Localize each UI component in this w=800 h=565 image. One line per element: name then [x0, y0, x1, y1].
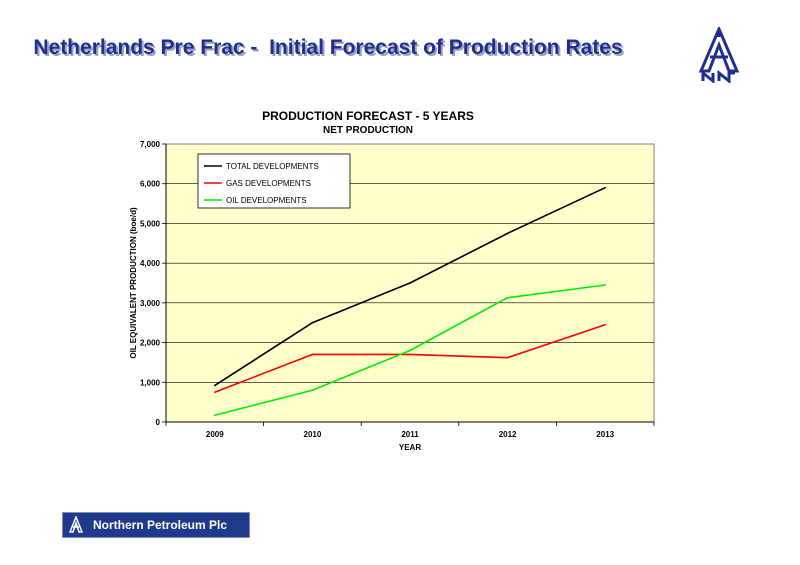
y-tick-label: 2,000 [140, 339, 161, 348]
slide-title: Netherlands Pre Frac - Initial Forecast … [33, 36, 623, 59]
y-axis-label: OIL EQUIVALENT PRODUCTION (boe/d) [129, 207, 138, 359]
data-point-oil-developments [604, 284, 606, 286]
company-name: Northern Petroleum Plc [93, 518, 228, 532]
chart-svg: PRODUCTION FORECAST - 5 YEARS NET PRODUC… [129, 109, 655, 452]
data-point-total-developments [409, 282, 411, 284]
data-point-total-developments [311, 321, 314, 324]
y-tick-label: 3,000 [140, 299, 161, 308]
x-axis-label: YEAR [399, 443, 421, 452]
y-tick-label: 5,000 [140, 219, 161, 228]
legend-box [197, 153, 351, 209]
series-lines [214, 186, 606, 417]
data-point-oil-developments [311, 389, 314, 392]
data-point-oil-developments [506, 296, 509, 299]
data-point-oil-developments [409, 349, 411, 352]
data-point-total-developments [604, 186, 606, 189]
legend-label: GAS DEVELOPMENTS [226, 179, 311, 188]
data-point-gas-developments [409, 353, 411, 356]
chart-subtitle: NET PRODUCTION [323, 125, 413, 136]
x-tick-label: 2013 [596, 430, 614, 439]
x-tick-label: 2012 [499, 430, 517, 439]
data-point-gas-developments [214, 391, 216, 394]
legend-label: TOTAL DEVELOPMENTS [226, 162, 319, 171]
x-tick-label: 2010 [304, 430, 322, 439]
chart-title: PRODUCTION FORECAST - 5 YEARS [262, 109, 474, 123]
company-logo-icon [698, 27, 740, 83]
y-tick-label: 6,000 [140, 180, 161, 189]
data-point-total-developments [214, 384, 216, 387]
footer-brand-logo: Northern Petroleum Plc [62, 512, 250, 538]
data-point-gas-developments [506, 356, 509, 359]
y-tick-label: 0 [156, 418, 161, 427]
y-tick-label: 4,000 [140, 259, 161, 268]
legend-label: OIL DEVELOPMENTS [226, 196, 307, 205]
y-tick-label: 7,000 [140, 140, 161, 149]
data-point-total-developments [506, 232, 509, 235]
legend: TOTAL DEVELOPMENTS GAS DEVELOPMENTS OIL DE… [197, 153, 351, 209]
axes: 0 1,000 2,000 3,000 4,000 5,000 6,000 7,000 2009… [140, 140, 655, 439]
data-point-gas-developments [311, 353, 314, 356]
derrick-icon [67, 515, 85, 535]
y-tick-label: 1,000 [140, 378, 161, 387]
chart: PRODUCTION FORECAST - 5 YEARS NET PRODUC… [120, 100, 680, 470]
x-tick-label: 2009 [206, 430, 224, 439]
data-point-oil-developments [214, 414, 216, 417]
data-point-gas-developments [604, 323, 606, 326]
x-tick-label: 2011 [401, 430, 419, 439]
